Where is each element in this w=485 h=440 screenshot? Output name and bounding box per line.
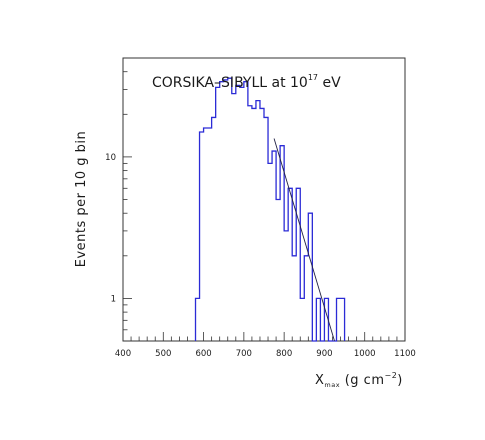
fit-line [273, 138, 335, 342]
plot-frame [122, 57, 406, 342]
histogram-series [194, 77, 346, 342]
y-axis-title: Events per 10 g bin [74, 131, 89, 268]
x-tick-label: 400 [115, 349, 131, 359]
x-tick-label: 600 [195, 349, 211, 359]
y-tick-label: 1 [111, 294, 116, 304]
x-tick-label: 800 [276, 349, 292, 359]
y-axis-ticks [123, 57, 132, 342]
x-tick-label: 500 [155, 349, 171, 359]
x-tick-label: 700 [236, 349, 252, 359]
x-tick-label: 1100 [394, 349, 416, 359]
y-tick-label: 10 [105, 153, 116, 163]
x-axis-tick-labels: 400 500 600 700 800 900 1000 1100 [115, 349, 416, 359]
x-tick-label: 1000 [354, 349, 376, 359]
chart-title: CORSIKA–SIBYLL at 1017 eV [152, 73, 341, 91]
x-axis-ticks [122, 332, 406, 341]
x-tick-label: 900 [316, 349, 332, 359]
y-axis-tick-labels: 1 10 [105, 153, 116, 305]
x-axis-title: Xmax (g cm−2) [315, 371, 403, 389]
